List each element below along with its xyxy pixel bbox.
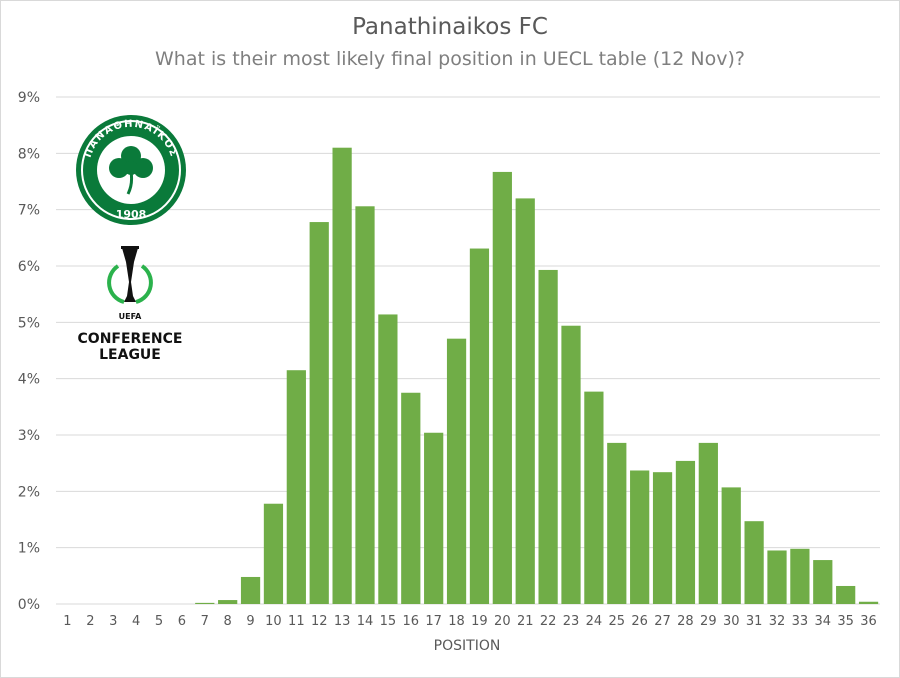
- grid-lines: [56, 96, 880, 605]
- x-tick-label: 14: [357, 614, 374, 629]
- chart-subtitle: What is their most likely final position…: [155, 48, 745, 70]
- bar-position-25: [607, 442, 627, 604]
- x-tick-label: 8: [224, 614, 232, 629]
- bar-position-33: [790, 548, 810, 604]
- x-tick-label: 5: [155, 614, 163, 629]
- bar-position-14: [355, 206, 375, 604]
- conference-league-logo: UEFA CONFERENCE LEAGUE: [78, 246, 183, 363]
- x-tick-label: 35: [837, 614, 854, 629]
- conference-text: CONFERENCE: [78, 331, 183, 347]
- x-tick-label: 16: [403, 614, 420, 629]
- x-tick-label: 1: [63, 614, 71, 629]
- x-axis-tick-labels: 1 2 3 4 5 6 7 8 9 10 11 12 13 14 15 16 17 18 19 20 21 22 23 24 2…: [63, 614, 877, 629]
- x-tick-label: 26: [631, 614, 648, 629]
- x-tick-label: 6: [178, 614, 186, 629]
- y-tick-label: 1%: [18, 541, 40, 557]
- bar-position-28: [675, 460, 696, 604]
- x-tick-label: 34: [815, 614, 832, 629]
- y-tick-label: 4%: [18, 372, 40, 388]
- x-tick-label: 33: [792, 614, 809, 629]
- bar-position-17: [424, 432, 444, 604]
- bars: [195, 147, 879, 604]
- y-tick-label: 8%: [18, 146, 40, 162]
- x-tick-label: 10: [265, 614, 282, 629]
- club-crest-logo: ΠΑΝΑΘΗΝΑΪΚΟΣ 1908: [76, 115, 186, 225]
- y-tick-label: 2%: [18, 484, 40, 500]
- x-tick-label: 11: [288, 614, 305, 629]
- bar-position-22: [538, 269, 558, 604]
- bar-position-16: [401, 392, 421, 604]
- x-tick-label: 20: [494, 614, 511, 629]
- bar-position-35: [836, 585, 856, 604]
- x-tick-label: 15: [380, 614, 397, 629]
- x-tick-label: 27: [654, 614, 671, 629]
- x-tick-label: 9: [246, 614, 254, 629]
- y-tick-label: 7%: [18, 203, 40, 219]
- x-tick-label: 25: [609, 614, 626, 629]
- x-tick-label: 3: [109, 614, 117, 629]
- chart-title: Panathinaikos FC: [352, 14, 548, 40]
- bar-position-10: [263, 503, 284, 604]
- bar-position-8: [218, 600, 238, 604]
- x-tick-label: 30: [723, 614, 740, 629]
- bar-position-30: [721, 487, 741, 604]
- y-tick-label: 5%: [18, 315, 40, 331]
- bar-position-36: [858, 601, 879, 604]
- bar-position-32: [767, 550, 787, 604]
- x-tick-label: 23: [563, 614, 580, 629]
- bar-position-27: [652, 472, 673, 604]
- bar-position-13: [332, 147, 352, 604]
- x-tick-label: 21: [517, 614, 534, 629]
- x-tick-label: 31: [746, 614, 763, 629]
- x-tick-label: 13: [334, 614, 351, 629]
- x-tick-label: 36: [860, 614, 877, 629]
- x-tick-label: 24: [586, 614, 603, 629]
- x-tick-label: 29: [700, 614, 717, 629]
- y-tick-label: 6%: [18, 259, 40, 275]
- x-tick-label: 7: [201, 614, 209, 629]
- x-tick-label: 17: [425, 614, 442, 629]
- bar-position-7: [195, 602, 215, 604]
- bar-position-31: [744, 521, 764, 604]
- x-tick-label: 2: [86, 614, 94, 629]
- uefa-text: UEFA: [119, 312, 143, 321]
- bar-position-19: [469, 248, 490, 604]
- bar-position-11: [286, 370, 306, 604]
- bar-position-12: [309, 222, 329, 604]
- x-tick-label: 18: [448, 614, 465, 629]
- y-axis-tick-labels: 0% 1% 2% 3% 4% 5% 6% 7% 8% 9%: [18, 90, 40, 613]
- bar-position-24: [584, 391, 604, 604]
- y-tick-label: 9%: [18, 90, 40, 106]
- x-tick-label: 32: [769, 614, 786, 629]
- bar-position-34: [813, 560, 833, 604]
- x-tick-label: 12: [311, 614, 328, 629]
- bar-position-26: [630, 470, 650, 604]
- bar-position-18: [446, 338, 467, 604]
- y-tick-label: 3%: [18, 428, 40, 444]
- x-axis-label: POSITION: [434, 638, 501, 654]
- x-tick-label: 22: [540, 614, 557, 629]
- y-tick-label: 0%: [18, 597, 40, 613]
- bar-position-20: [492, 171, 512, 604]
- bar-position-23: [561, 325, 581, 604]
- bar-position-29: [698, 442, 718, 604]
- bar-position-21: [515, 198, 535, 604]
- x-tick-label: 19: [471, 614, 488, 629]
- x-tick-label: 4: [132, 614, 140, 629]
- club-crest-year: 1908: [116, 208, 147, 221]
- bar-position-15: [378, 314, 398, 604]
- bar-position-9: [240, 576, 261, 604]
- x-tick-label: 28: [677, 614, 694, 629]
- league-text: LEAGUE: [99, 347, 161, 363]
